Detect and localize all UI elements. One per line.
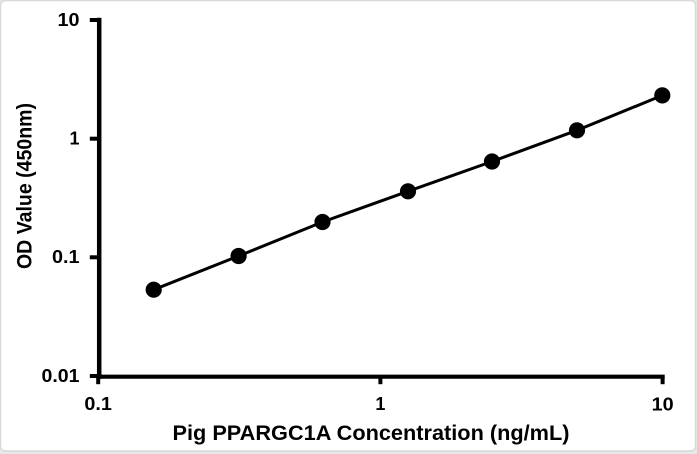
- svg-text:OD Value (450nm): OD Value (450nm): [14, 103, 37, 269]
- svg-text:10: 10: [652, 395, 674, 415]
- svg-text:Pig PPARGC1A Concentration (ng: Pig PPARGC1A Concentration (ng/mL): [173, 422, 570, 445]
- svg-text:0.01: 0.01: [42, 366, 80, 386]
- svg-text:0.1: 0.1: [52, 247, 80, 267]
- svg-text:1: 1: [375, 394, 385, 414]
- svg-text:1: 1: [69, 129, 79, 149]
- svg-text:10: 10: [58, 10, 80, 30]
- svg-text:0.1: 0.1: [84, 394, 112, 414]
